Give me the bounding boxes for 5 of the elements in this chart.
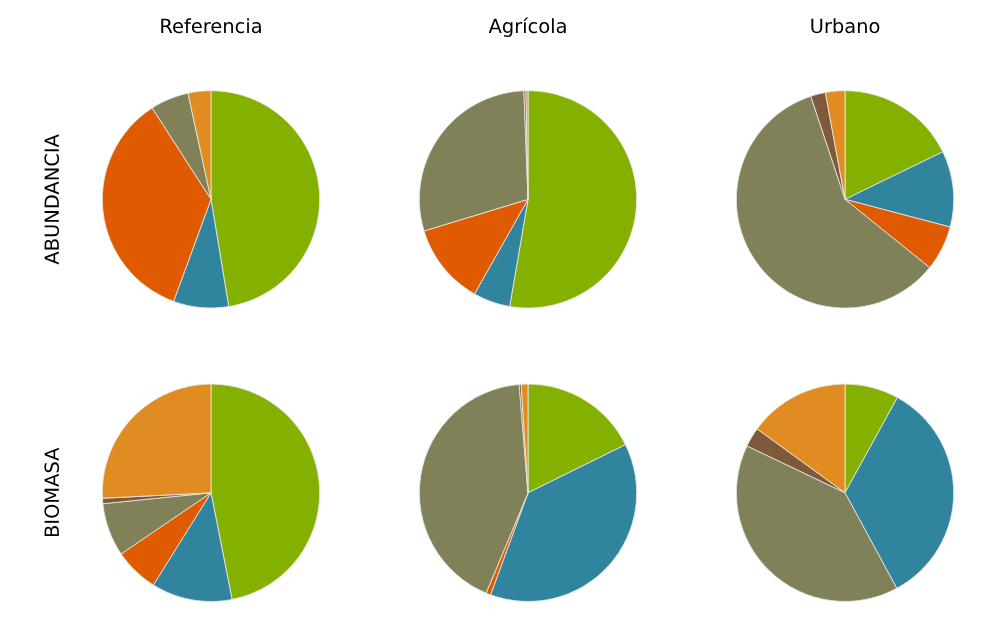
chart-title: Referencia bbox=[161, 18, 261, 34]
text: ABUNDANCIA bbox=[44, 134, 60, 265]
text: BIOMASA bbox=[44, 447, 60, 537]
chart-title: Urbano bbox=[811, 18, 880, 34]
chart-title: Agrícola bbox=[488, 17, 566, 37]
